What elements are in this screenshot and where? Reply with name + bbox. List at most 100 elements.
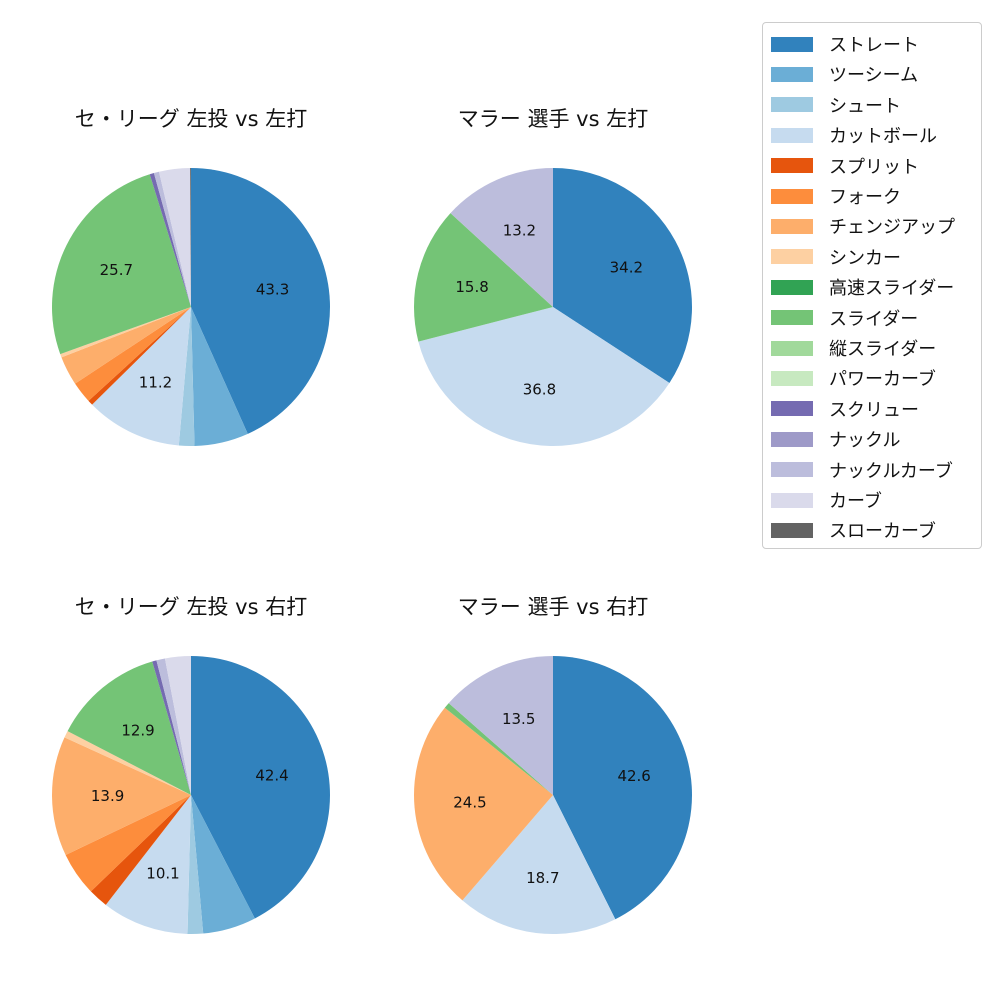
pie-slice bbox=[152, 660, 191, 795]
pie-slice bbox=[462, 795, 616, 934]
pie-slice bbox=[75, 307, 191, 401]
legend-item: 縦スライダー bbox=[771, 336, 936, 360]
legend-item: スライダー bbox=[771, 306, 918, 330]
pie-slice bbox=[187, 795, 204, 934]
legend-item: フォーク bbox=[771, 184, 901, 208]
legend-swatch bbox=[771, 249, 813, 265]
legend-item: カットボール bbox=[771, 123, 937, 147]
pie-slice bbox=[51, 174, 191, 355]
pie-slice bbox=[156, 658, 191, 795]
legend-label: シンカー bbox=[829, 247, 901, 269]
pie-slice bbox=[414, 707, 553, 901]
pie-slice bbox=[61, 307, 192, 384]
slice-label: 11.2 bbox=[139, 373, 172, 391]
legend-label: 高速スライダー bbox=[829, 278, 955, 300]
legend-item: スローカーブ bbox=[771, 518, 936, 542]
legend-swatch bbox=[771, 279, 813, 295]
legend-swatch bbox=[771, 36, 813, 52]
legend-item: シンカー bbox=[771, 245, 901, 269]
slice-label: 12.9 bbox=[121, 722, 154, 740]
pie-slice bbox=[191, 795, 255, 934]
legend-item: スプリット bbox=[771, 154, 919, 178]
pie-slice bbox=[191, 168, 331, 434]
pie-slice bbox=[60, 307, 191, 358]
legend-swatch bbox=[771, 340, 813, 356]
pie-slice bbox=[67, 661, 191, 795]
legend-swatch bbox=[771, 158, 813, 174]
legend-swatch bbox=[771, 431, 813, 447]
legend-item: ナックルカーブ bbox=[771, 458, 953, 482]
pie-slice bbox=[448, 656, 553, 795]
legend-item: ツーシーム bbox=[771, 62, 918, 86]
chart-title-league-vs-left: セ・リーグ 左投 vs 左打 bbox=[74, 107, 308, 131]
pie-slice bbox=[178, 307, 195, 447]
slice-label: 15.8 bbox=[455, 278, 488, 296]
pie-slice bbox=[553, 168, 692, 383]
legend-label: スクリュー bbox=[829, 399, 919, 421]
legend: ストレートツーシームシュートカットボール スプリットフォークチェンジアップ シンカー… bbox=[762, 22, 982, 549]
legend-label: チェンジアップ bbox=[829, 217, 955, 239]
pie-slice bbox=[51, 737, 191, 855]
pie-slice bbox=[92, 307, 191, 446]
legend-swatch bbox=[771, 492, 813, 508]
legend-label: ナックルカーブ bbox=[829, 460, 953, 482]
legend-swatch bbox=[771, 66, 813, 82]
legend-label: スライダー bbox=[829, 308, 919, 330]
pie-slice bbox=[65, 795, 191, 892]
pie-slice bbox=[88, 307, 191, 405]
pie-slice bbox=[450, 168, 553, 307]
legend-label: ナックル bbox=[829, 430, 901, 452]
slice-label: 36.8 bbox=[523, 380, 556, 398]
slice-label: 18.7 bbox=[526, 869, 559, 887]
slice-label: 25.7 bbox=[100, 261, 133, 279]
legend-item: ストレート bbox=[771, 32, 919, 56]
chart-title-player-vs-right: マラー 選手 vs 右打 bbox=[457, 595, 649, 619]
pie-slice bbox=[418, 307, 670, 446]
legend-item: チェンジアップ bbox=[771, 214, 955, 238]
legend-item: ナックル bbox=[771, 427, 900, 451]
legend-item: パワーカーブ bbox=[771, 366, 936, 390]
pie-slice bbox=[190, 168, 191, 307]
legend-label: ストレート bbox=[829, 35, 919, 56]
pie-slice bbox=[191, 307, 248, 446]
legend-swatch bbox=[771, 188, 813, 204]
slice-label: 13.5 bbox=[502, 710, 535, 728]
slice-label: 43.3 bbox=[256, 281, 289, 299]
chart-title-league-vs-right: セ・リーグ 左投 vs 右打 bbox=[74, 595, 308, 619]
legend-swatch bbox=[771, 97, 813, 113]
legend-label: スプリット bbox=[829, 156, 919, 178]
legend-label: 縦スライダー bbox=[829, 339, 937, 360]
slice-label: 13.2 bbox=[503, 222, 536, 240]
legend-swatch bbox=[771, 310, 813, 326]
legend-swatch bbox=[771, 370, 813, 386]
pie-slice bbox=[90, 795, 191, 905]
chart-title-player-vs-left: マラー 選手 vs 左打 bbox=[457, 107, 649, 131]
legend-swatch bbox=[771, 401, 813, 417]
slice-label: 10.1 bbox=[146, 865, 179, 883]
legend-label: スローカーブ bbox=[829, 521, 936, 543]
pie-slice bbox=[153, 171, 191, 307]
pie-slice bbox=[105, 795, 191, 934]
pie-slice bbox=[553, 656, 692, 920]
legend-item: 高速スライダー bbox=[771, 275, 954, 299]
pie-slice bbox=[149, 173, 191, 307]
legend-item: シュート bbox=[771, 93, 901, 117]
legend-label: カーブ bbox=[829, 491, 882, 512]
legend-swatch bbox=[771, 522, 813, 538]
pie-slice bbox=[414, 213, 553, 342]
legend-label: カットボール bbox=[829, 126, 937, 148]
legend-label: シュート bbox=[829, 95, 901, 117]
legend-label: フォーク bbox=[829, 187, 901, 208]
pie-slice bbox=[444, 703, 553, 795]
legend-swatch bbox=[771, 127, 813, 143]
legend-item: カーブ bbox=[771, 488, 882, 512]
slice-label: 13.9 bbox=[91, 787, 124, 805]
legend-swatch bbox=[771, 218, 813, 234]
legend-swatch bbox=[771, 462, 813, 478]
pie-slice bbox=[64, 731, 191, 795]
